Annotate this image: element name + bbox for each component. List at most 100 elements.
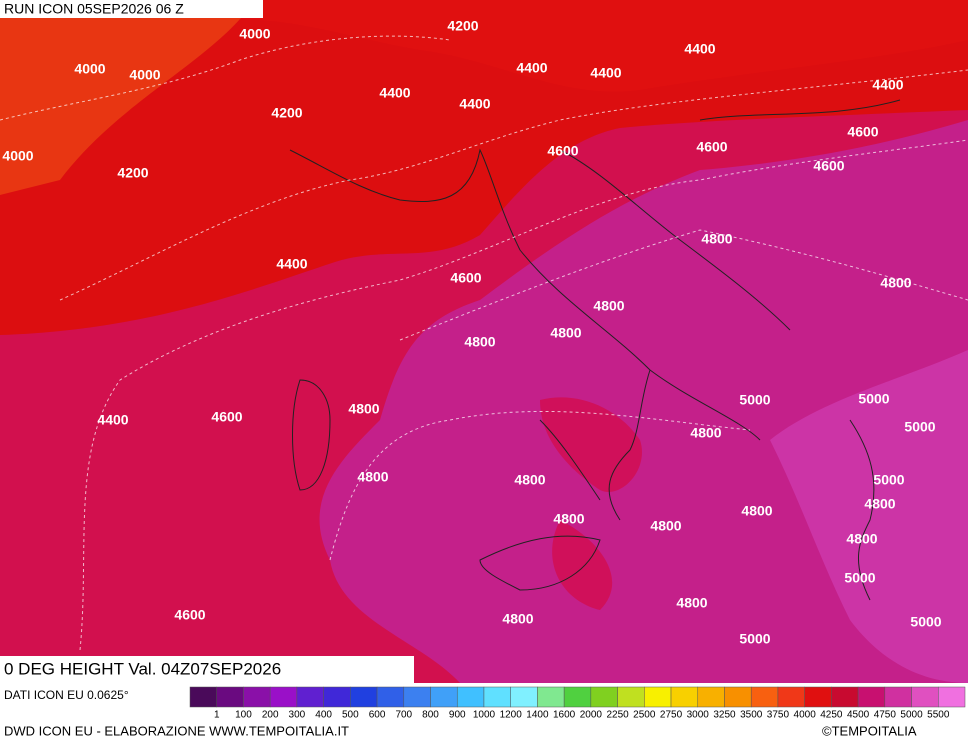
colorbar-swatch — [804, 686, 832, 708]
title-box — [0, 656, 414, 683]
contour-label: 4800 — [593, 298, 624, 314]
contour-label: 4400 — [684, 41, 715, 57]
colorbar-swatch — [857, 686, 886, 708]
colorbar-swatch — [724, 686, 752, 708]
colorbar-label: 4250 — [820, 710, 843, 721]
contour-label: 5000 — [873, 472, 904, 488]
contour-label: 4600 — [211, 409, 242, 425]
region-red — [0, 0, 968, 335]
colorbar-swatch — [376, 686, 405, 708]
colorbar-label: 2750 — [660, 710, 683, 721]
colorbar-swatch — [189, 686, 217, 708]
colorbar-label: 3250 — [713, 710, 736, 721]
contour-label: 4400 — [379, 85, 410, 101]
colorbar-swatch — [323, 686, 351, 708]
colorbar-label: 2500 — [633, 710, 656, 721]
contour-label: 4400 — [459, 96, 490, 112]
credit: DWD ICON EU - ELABORAZIONE WWW.TEMPOITAL… — [4, 723, 349, 738]
colorbar-label: 1 — [214, 710, 220, 721]
run-label: RUN ICON 05SEP2026 06 Z — [4, 1, 184, 17]
colorbar-label: 800 — [422, 710, 439, 721]
contour-label: 4000 — [129, 67, 160, 83]
colorbar-label: 3000 — [687, 710, 710, 721]
contour-label: 4800 — [650, 518, 681, 534]
contour-label: 4800 — [690, 425, 721, 441]
contour-label: 4200 — [271, 105, 302, 121]
contour-label: 4800 — [357, 469, 388, 485]
contour-label: 4800 — [514, 472, 545, 488]
colorbar-label: 2250 — [606, 710, 629, 721]
colorbar-label: 100 — [235, 710, 252, 721]
contour-label: 4600 — [847, 124, 878, 140]
colorbar-swatch — [403, 686, 431, 708]
colorbar-label: 600 — [369, 710, 386, 721]
contour-label: 4200 — [117, 165, 148, 181]
contour-label: 4200 — [447, 18, 478, 34]
data-source: DATI ICON EU 0.0625° — [4, 688, 129, 702]
colorbar-swatch — [350, 686, 378, 708]
colorbar-label: 300 — [289, 710, 306, 721]
contour-label: 4000 — [74, 61, 105, 77]
colorbar-label: 3750 — [767, 710, 790, 721]
colorbar-swatch — [430, 686, 458, 708]
colorbar-swatch — [911, 686, 939, 708]
contour-label: 5000 — [739, 392, 770, 408]
colorbar-label: 4500 — [847, 710, 870, 721]
colorbar-swatch — [510, 686, 538, 708]
colorbar-swatch — [750, 686, 779, 708]
contour-label: 4800 — [464, 334, 495, 350]
region-light-magenta — [770, 350, 968, 683]
contour-label: 4800 — [846, 531, 877, 547]
contour-label: 4800 — [348, 401, 379, 417]
colorbar-swatch — [697, 686, 725, 708]
contour-label: 5000 — [739, 631, 770, 647]
colorbar-label: 1600 — [553, 710, 576, 721]
contour-label: 5000 — [910, 614, 941, 630]
copyright: ©TEMPOITALIA — [822, 723, 917, 738]
colorbar-label: 4750 — [874, 710, 897, 721]
colorbar-swatch — [563, 686, 592, 708]
colorbar: 1 100 200 300 400 500 600 700 800 900 1000 1200 1400… — [189, 686, 966, 721]
contour-label: 5000 — [844, 570, 875, 586]
contour-label: 5000 — [858, 391, 889, 407]
region-orange — [0, 0, 255, 195]
run-box — [0, 0, 263, 18]
contour-label: 4800 — [864, 496, 895, 512]
region-red-north — [0, 0, 968, 92]
colorbar-swatch — [884, 686, 912, 708]
colorbar-swatch — [456, 686, 485, 708]
contour-label: 4400 — [516, 60, 547, 76]
contour-label: 4400 — [872, 77, 903, 93]
contour-label: 4800 — [701, 231, 732, 247]
colorbar-swatch — [831, 686, 859, 708]
colorbar-swatch — [777, 686, 805, 708]
contour-label: 4600 — [696, 139, 727, 155]
contour-label: 4400 — [276, 256, 307, 272]
colorbar-swatch — [296, 686, 324, 708]
contour-label: 4600 — [813, 158, 844, 174]
map-title: 0 DEG HEIGHT Val. 04Z07SEP2026 — [4, 659, 281, 678]
contour-label: 4800 — [880, 275, 911, 291]
contour-label: 4000 — [2, 148, 33, 164]
colorbar-label: 500 — [342, 710, 359, 721]
colorbar-swatch — [269, 686, 298, 708]
region-magenta — [319, 120, 968, 683]
contour-label: 4800 — [741, 503, 772, 519]
colorbar-label: 1400 — [526, 710, 549, 721]
colorbar-label: 5500 — [927, 710, 950, 721]
colorbar-label: 4000 — [794, 710, 817, 721]
coastlines — [289, 99, 901, 601]
contour-label: 4000 — [239, 26, 270, 42]
colorbar-swatch — [670, 686, 699, 708]
contour-label: 4600 — [450, 270, 481, 286]
colorbar-swatch — [483, 686, 511, 708]
contour-label: 4800 — [553, 511, 584, 527]
contour-label: 4400 — [97, 412, 128, 428]
colorbar-label: 2000 — [580, 710, 603, 721]
contour-label: 5000 — [904, 419, 935, 435]
colorbar-swatch — [590, 686, 618, 708]
colorbar-label: 900 — [449, 710, 466, 721]
colorbar-swatch — [537, 686, 565, 708]
map: 4000 4200 4000 4000 4400 4400 4400 4400 4400 4400… — [0, 0, 968, 683]
